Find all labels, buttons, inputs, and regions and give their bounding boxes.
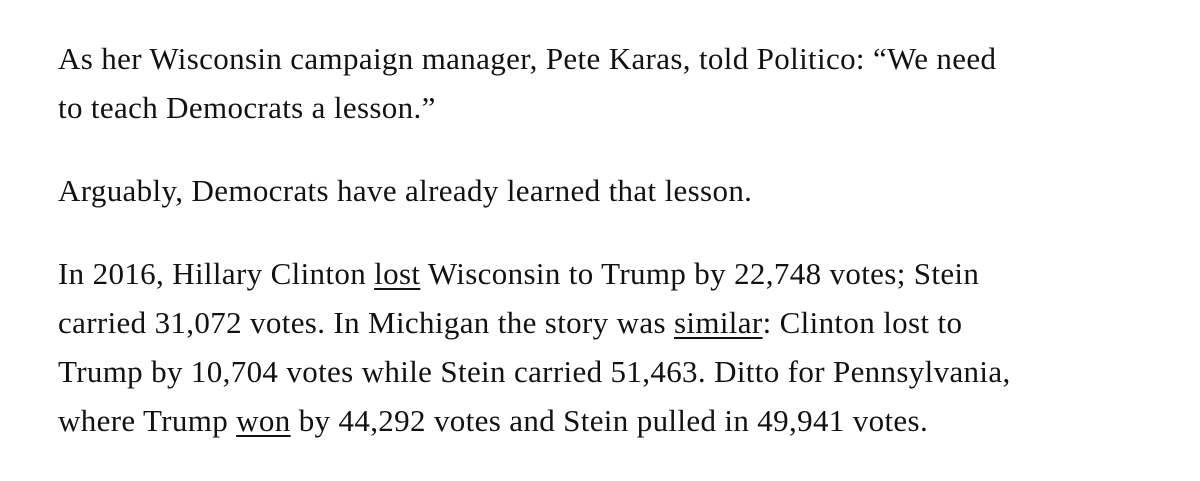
text-line: Arguably, Democrats have already learned… (58, 166, 1158, 215)
text-run: In 2016, Hillary Clinton (58, 256, 375, 291)
paragraph: Arguably, Democrats have already learned… (58, 166, 1158, 215)
text-run: carried 31,072 votes. In Michigan the st… (58, 305, 674, 340)
text-run: : Clinton lost to (762, 305, 963, 340)
inline-link[interactable]: lost (374, 256, 421, 291)
text-line: to teach Democrats a lesson.” (58, 83, 1158, 132)
paragraph: As her Wisconsin campaign manager, Pete … (58, 34, 1158, 132)
text-run: Wisconsin to Trump by 22,748 votes; Stei… (420, 256, 980, 291)
text-run: Trump by 10,704 votes while Stein carrie… (58, 354, 1011, 389)
article: As her Wisconsin campaign manager, Pete … (58, 34, 1158, 479)
text-line: In 2016, Hillary Clinton lost Wisconsin … (58, 249, 1158, 298)
text-run: Arguably, Democrats have already learned… (58, 173, 753, 208)
text-run: where Trump (58, 403, 237, 438)
text-run: by 44,292 votes and Stein pulled in 49,9… (290, 403, 929, 438)
text-line: Trump by 10,704 votes while Stein carrie… (58, 347, 1158, 396)
text-line: As her Wisconsin campaign manager, Pete … (58, 34, 1158, 83)
paragraph: In 2016, Hillary Clinton lost Wisconsin … (58, 249, 1158, 445)
inline-link[interactable]: won (236, 403, 291, 438)
text-line: where Trump won by 44,292 votes and Stei… (58, 396, 1158, 445)
text-run: to teach Democrats a lesson.” (58, 90, 436, 125)
inline-link[interactable]: similar (674, 305, 763, 340)
text-run: As her Wisconsin campaign manager, Pete … (58, 41, 997, 76)
text-line: carried 31,072 votes. In Michigan the st… (58, 298, 1158, 347)
